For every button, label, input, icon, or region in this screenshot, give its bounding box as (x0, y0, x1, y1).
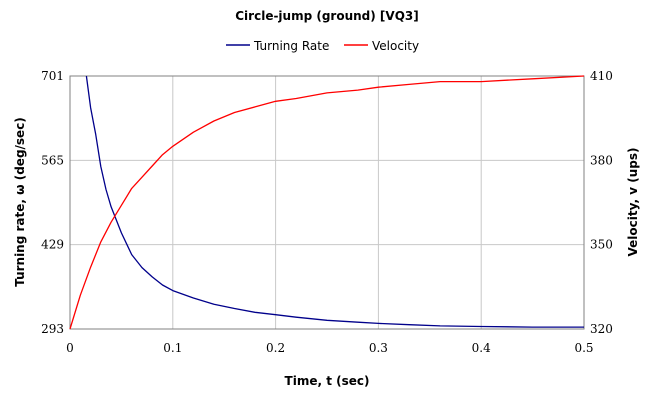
y-right-tick-label: 410 (590, 69, 613, 83)
x-tick-label: 0.4 (472, 341, 491, 355)
y-axis-right-title: Velocity, v (ups) (626, 148, 640, 257)
grid (70, 76, 584, 329)
y-left-tick-label: 701 (41, 69, 64, 83)
x-axis-title: Time, t (sec) (285, 374, 370, 388)
y-right-tick-label: 380 (590, 153, 613, 167)
tick-labels: 0 0.1 0.2 0.3 0.4 0.5 293 429 565 701 320 350 380 410 (41, 69, 613, 355)
y-axis-left-title: Turning rate, ω (deg/sec) (13, 117, 27, 287)
y-left-tick-label: 429 (41, 238, 64, 252)
x-tick-label: 0.2 (266, 341, 285, 355)
series-line-turning-rate (85, 75, 584, 328)
legend-label-turning-rate: Turning Rate (253, 39, 329, 53)
y-right-tick-label: 350 (590, 238, 613, 252)
plot-area-border (69, 75, 585, 330)
series-line-velocity (69, 75, 585, 330)
chart-title: Circle-jump (ground) [VQ3] (235, 9, 419, 23)
y-right-tick-label: 320 (590, 322, 613, 336)
y-left-tick-label: 293 (41, 322, 64, 336)
x-tick-label: 0.5 (574, 341, 593, 355)
series (69, 75, 585, 330)
legend: Turning Rate Velocity (226, 39, 419, 53)
x-tick-label: 0 (66, 341, 74, 355)
x-tick-label: 0.3 (369, 341, 388, 355)
y-left-tick-label: 565 (41, 153, 64, 167)
x-tick-label: 0.1 (163, 341, 182, 355)
legend-label-velocity: Velocity (372, 39, 419, 53)
